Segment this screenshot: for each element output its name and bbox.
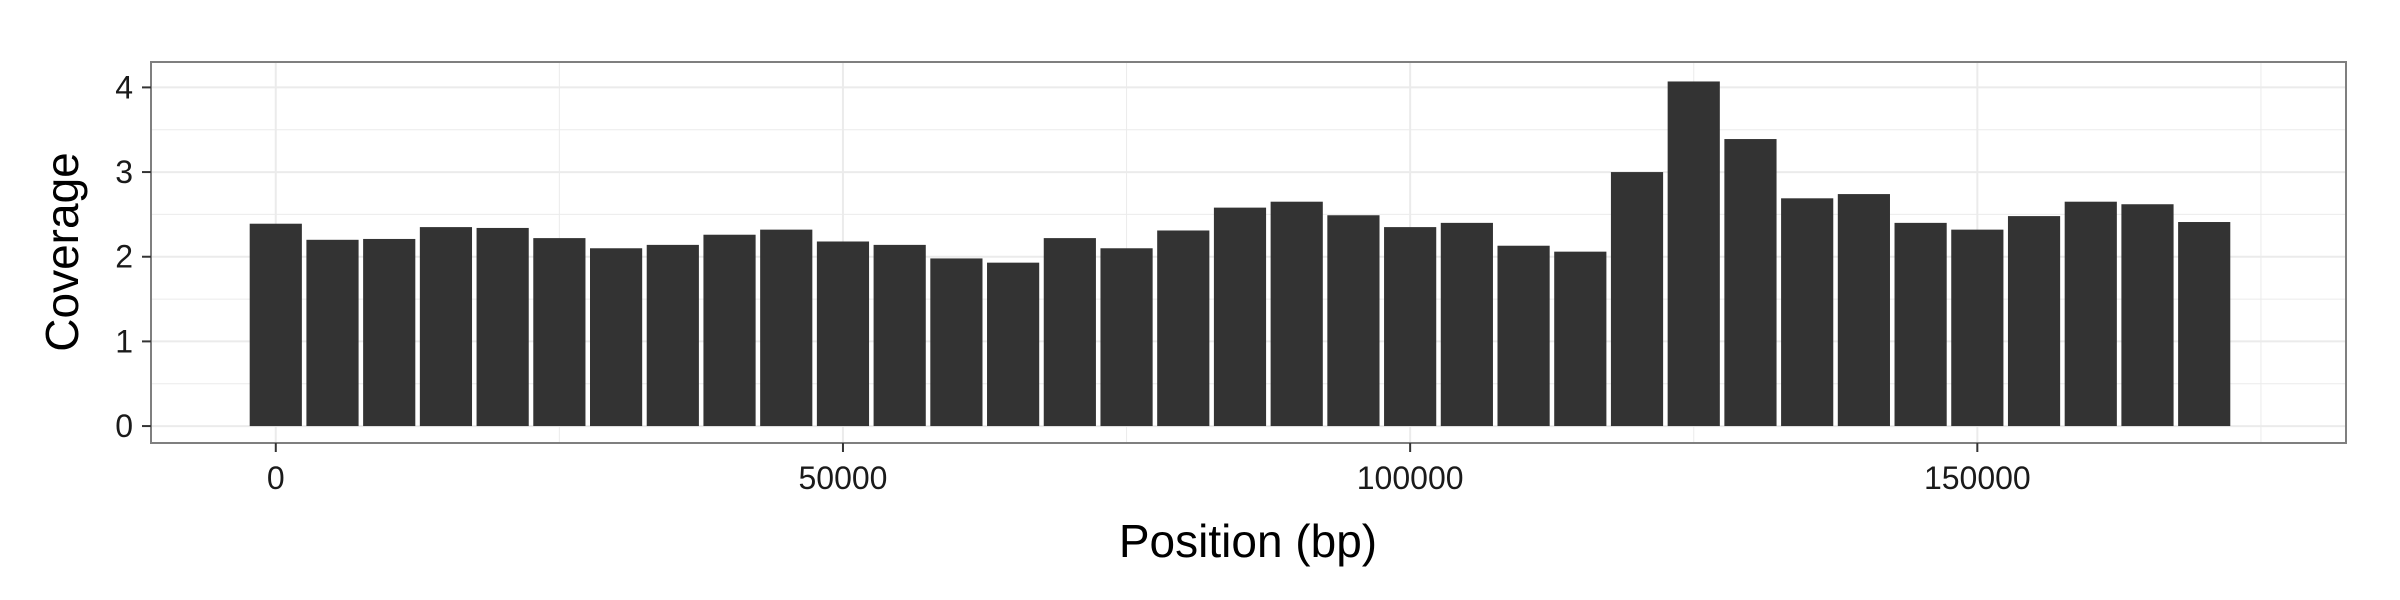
bar xyxy=(419,227,473,427)
bars xyxy=(249,81,2231,427)
bar xyxy=(703,234,756,427)
bar xyxy=(1497,245,1550,427)
bar xyxy=(2007,216,2061,427)
panel-border xyxy=(150,61,2347,444)
x-tick-label: 50000 xyxy=(798,460,887,496)
bar xyxy=(1440,222,1493,427)
bar xyxy=(646,244,699,427)
bar xyxy=(1610,172,1664,427)
bar xyxy=(2121,204,2174,427)
bar xyxy=(1554,251,1607,427)
bar xyxy=(760,229,813,427)
bar xyxy=(590,248,643,427)
bar xyxy=(363,238,416,427)
y-axis: 0 1 2 3 4 xyxy=(115,69,151,444)
bar xyxy=(2178,222,2231,427)
bar xyxy=(1951,229,2004,427)
y-tick-label: 0 xyxy=(115,408,133,444)
bar xyxy=(1213,207,1267,427)
bar xyxy=(873,244,926,427)
bar xyxy=(476,227,529,427)
bar xyxy=(1327,215,1380,427)
bar xyxy=(1724,139,1777,427)
x-tick-label: 0 xyxy=(267,460,285,496)
y-tick-label: 3 xyxy=(115,154,133,190)
bar xyxy=(1667,81,1720,427)
y-tick-label: 2 xyxy=(115,239,133,275)
x-axis-title: Position (bp) xyxy=(1119,515,1377,567)
bar xyxy=(1837,194,1890,427)
y-tick-label: 4 xyxy=(115,69,133,105)
x-tick-label: 100000 xyxy=(1357,460,1464,496)
bar xyxy=(1043,238,1096,427)
x-tick-label: 150000 xyxy=(1924,460,2031,496)
bar xyxy=(816,241,870,427)
bar xyxy=(1270,201,1323,427)
x-axis: 0 50000 100000 150000 xyxy=(267,443,2031,496)
bar xyxy=(1100,248,1153,427)
bar xyxy=(1894,222,1947,427)
bar xyxy=(1781,198,1834,427)
bar xyxy=(1384,227,1437,427)
bar xyxy=(1157,230,1210,427)
bar xyxy=(930,258,983,427)
y-tick-label: 1 xyxy=(115,323,133,359)
bar xyxy=(987,262,1040,427)
y-axis-title: Coverage xyxy=(36,152,88,351)
bar xyxy=(533,238,586,427)
bar xyxy=(249,223,302,427)
bar xyxy=(2064,201,2117,427)
bar xyxy=(306,239,359,427)
